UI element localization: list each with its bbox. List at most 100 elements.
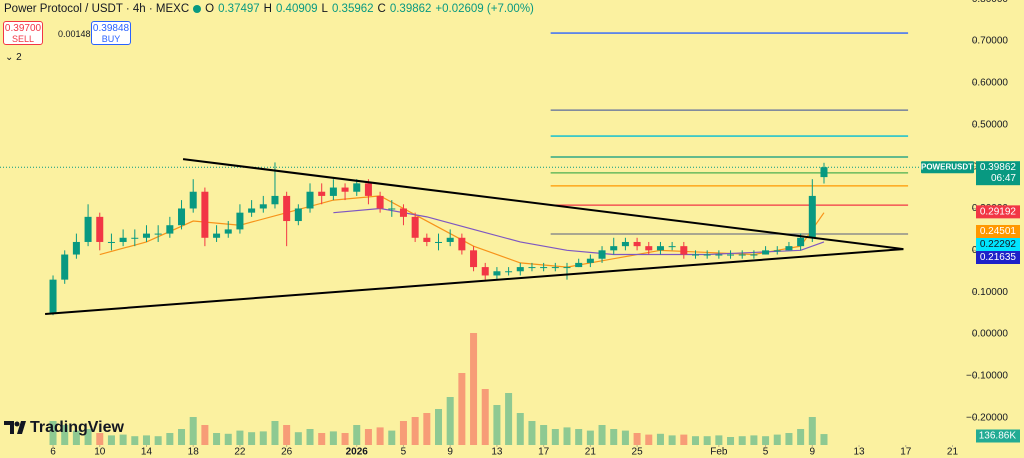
buy-price: 0.39848 xyxy=(92,23,130,34)
candle-body xyxy=(505,271,513,273)
volume-bar xyxy=(610,429,618,445)
candle-body xyxy=(341,187,349,192)
candle-body xyxy=(271,195,279,205)
candle-body xyxy=(248,208,256,213)
x-tick-label: 5 xyxy=(763,447,769,458)
sell-label: SELL xyxy=(11,34,35,44)
ohlc-value: 0.35962 xyxy=(331,3,374,15)
y-tick-label: 0.70000 xyxy=(972,36,1009,47)
moving-average xyxy=(99,195,825,268)
candle-body xyxy=(364,183,372,196)
sell-button[interactable]: 0.39700 SELL xyxy=(3,21,43,45)
volume-bar xyxy=(435,409,443,445)
volume-bar xyxy=(738,436,746,445)
x-tick-label: 18 xyxy=(188,447,200,458)
candle-body xyxy=(516,267,524,272)
volume-bar xyxy=(96,433,104,445)
volume-bar xyxy=(283,425,291,445)
volume-bar xyxy=(645,434,653,445)
candle-body xyxy=(353,183,361,192)
candle-body xyxy=(656,246,664,251)
logo-text: TradingView xyxy=(30,419,125,436)
volume-bar xyxy=(329,431,337,445)
x-tick-label: 21 xyxy=(585,447,597,458)
candle-body xyxy=(563,267,571,269)
volume-bar xyxy=(236,430,244,445)
volume-bar xyxy=(586,430,594,445)
volume-bar xyxy=(481,389,489,445)
ohlc-value: 0.39862 xyxy=(389,3,432,15)
ohlc-value: 0.37497 xyxy=(218,3,260,15)
trendline xyxy=(182,158,904,251)
candle-body xyxy=(703,254,711,256)
volume-bar xyxy=(505,393,513,445)
candle-body xyxy=(423,237,431,242)
candle-body xyxy=(762,250,770,255)
indicators-toggle[interactable]: ⌄ 2 xyxy=(5,52,22,63)
volume-bar xyxy=(668,435,676,445)
price-tag-label: 0.39862 xyxy=(980,162,1017,173)
candle-body xyxy=(621,241,629,247)
candle-body xyxy=(61,254,69,280)
volume-bar xyxy=(364,429,372,445)
candle-body xyxy=(411,216,419,238)
candle-body xyxy=(131,237,139,239)
candle-body xyxy=(715,254,723,256)
candle-body xyxy=(785,246,793,251)
x-tick-label: 2026 xyxy=(346,447,369,458)
volume-bar xyxy=(762,436,770,445)
candle-body xyxy=(224,229,232,234)
x-tick-label: 13 xyxy=(853,447,865,458)
volume-bar xyxy=(458,373,466,445)
volume-bar xyxy=(178,429,186,445)
candle-body xyxy=(154,233,162,235)
volume-bar xyxy=(213,433,221,445)
candle-body xyxy=(201,191,209,238)
price-tag xyxy=(976,237,1020,251)
candle-body xyxy=(586,258,594,263)
volume-bar xyxy=(598,425,606,445)
y-tick-label: 0.50000 xyxy=(972,119,1009,130)
volume-bar xyxy=(715,435,723,445)
volume-bar xyxy=(341,433,349,445)
x-tick-label: 14 xyxy=(141,447,153,458)
x-tick-label: 26 xyxy=(281,447,293,458)
candle-body xyxy=(808,195,816,238)
candle-body xyxy=(528,267,536,269)
candle-body xyxy=(540,267,548,269)
volume-bar xyxy=(154,436,162,445)
volume-bar xyxy=(353,425,361,445)
candle-body xyxy=(493,271,501,276)
volume-bar xyxy=(271,421,279,445)
candle-body xyxy=(259,204,267,209)
candle-body xyxy=(680,246,688,255)
price-tag xyxy=(976,250,1020,264)
volume-bar xyxy=(201,425,209,445)
status-dot xyxy=(193,5,202,13)
sell-price: 0.39700 xyxy=(4,23,42,34)
buy-button[interactable]: 0.39848 BUY xyxy=(91,21,131,45)
x-tick-label: 13 xyxy=(491,447,503,458)
candle-body xyxy=(72,241,80,255)
volume-bar xyxy=(84,429,92,445)
x-tick-label: 17 xyxy=(900,447,912,458)
candle-body xyxy=(470,250,478,268)
candle-body xyxy=(551,267,559,269)
volume-bar xyxy=(306,429,314,445)
candle-body xyxy=(376,195,384,209)
volume-bar xyxy=(528,421,536,445)
volume-bar xyxy=(797,429,805,445)
price-tag-label: 0.29192 xyxy=(980,206,1017,217)
volume-bar xyxy=(820,434,828,445)
volume-bar xyxy=(189,417,197,445)
countdown: 06:47 xyxy=(991,173,1016,184)
volume-bar xyxy=(411,417,419,445)
y-tick-label: 0.60000 xyxy=(972,78,1009,89)
change: +0.02609 (+7.00%) xyxy=(435,3,534,15)
legend-header: Power Protocol / USDT · 4h · MEXC O 0.374… xyxy=(4,3,534,15)
volume-bar xyxy=(388,430,396,445)
candle-body xyxy=(213,233,221,238)
price-tag-label: 0.21635 xyxy=(980,252,1017,263)
candle-body xyxy=(773,250,781,252)
spread: 0.00148 xyxy=(58,29,91,39)
